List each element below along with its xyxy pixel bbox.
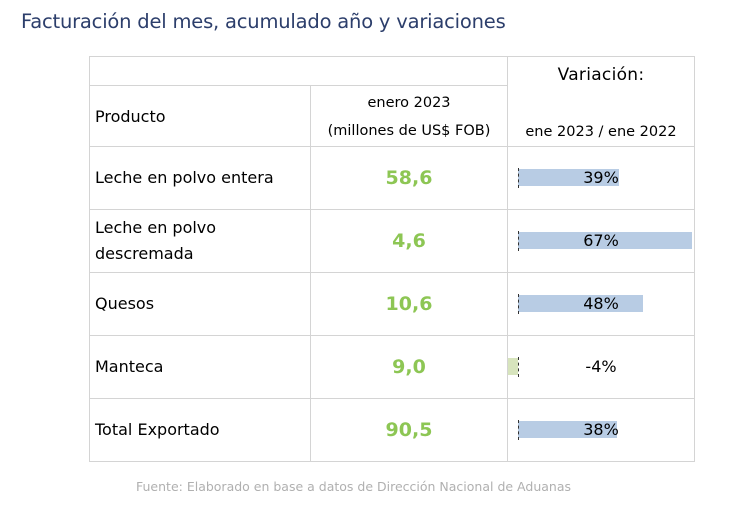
- product-name: Total Exportado: [89, 398, 311, 462]
- source-note: Fuente: Elaborado en base a datos de Dir…: [136, 479, 571, 494]
- exports-table: Variación: ene 2023 / ene 2022 Producto …: [89, 56, 695, 462]
- product-name: Manteca: [89, 335, 311, 399]
- table-row: Total Exportado 90,5 38%: [89, 398, 695, 462]
- table-row: Leche en polvo descremada 4,6 67%: [89, 209, 695, 273]
- product-name-line1: Manteca: [95, 357, 164, 376]
- variation-header-cell: Variación: ene 2023 / ene 2022: [507, 56, 695, 147]
- product-value: 4,6: [310, 209, 508, 273]
- page-title: Facturación del mes, acumulado año y var…: [21, 10, 506, 33]
- variation-axis: [518, 168, 519, 188]
- variation-label: 38%: [583, 420, 619, 439]
- variation-cell: 48%: [507, 272, 695, 336]
- product-value: 58,6: [310, 146, 508, 210]
- variation-label: 48%: [583, 294, 619, 313]
- header-row: Variación: ene 2023 / ene 2022: [89, 56, 695, 147]
- variation-cell: 67%: [507, 209, 695, 273]
- variation-label: 39%: [583, 168, 619, 187]
- period-header: enero 2023 (millones de US$ FOB): [310, 85, 508, 147]
- product-value: 90,5: [310, 398, 508, 462]
- table-row: Leche en polvo entera 58,6 39%: [89, 146, 695, 210]
- period-header-line2: (millones de US$ FOB): [327, 123, 491, 139]
- variation-bar: [507, 358, 518, 375]
- variation-title: Variación:: [557, 65, 645, 85]
- variation-bar: [518, 232, 692, 249]
- variation-axis: [518, 231, 519, 251]
- table-row: Quesos 10,6 48%: [89, 272, 695, 336]
- product-name-line2: descremada: [95, 244, 194, 263]
- header-row-2: Producto enero 2023 (millones de US$ FOB…: [89, 85, 695, 147]
- product-name-line1: Quesos: [95, 294, 155, 313]
- variation-axis: [518, 294, 519, 314]
- variation-cell: 39%: [507, 146, 695, 210]
- product-name: Leche en polvo entera: [89, 146, 311, 210]
- product-value: 9,0: [310, 335, 508, 399]
- table-row: Manteca 9,0 -4%: [89, 335, 695, 399]
- variation-cell: 38%: [507, 398, 695, 462]
- variation-bar: [518, 295, 643, 312]
- product-name-line1: Leche en polvo: [95, 218, 217, 237]
- variation-bar: [518, 169, 620, 186]
- variation-axis: [518, 420, 519, 440]
- period-header-line1: enero 2023: [367, 95, 451, 111]
- product-name: Quesos: [89, 272, 311, 336]
- variation-bar: [518, 421, 617, 438]
- variation-axis: [518, 357, 519, 377]
- variation-label: 67%: [583, 231, 619, 250]
- product-value: 10,6: [310, 272, 508, 336]
- product-name-line1: Leche en polvo entera: [95, 168, 274, 187]
- variation-subtitle: ene 2023 / ene 2022: [525, 124, 677, 140]
- product-name: Leche en polvo descremada: [89, 209, 311, 273]
- variation-cell: -4%: [507, 335, 695, 399]
- header-blank-cell: [89, 56, 508, 86]
- product-name-line1: Total Exportado: [95, 420, 220, 439]
- variation-label: -4%: [585, 357, 617, 376]
- product-header: Producto: [89, 85, 311, 147]
